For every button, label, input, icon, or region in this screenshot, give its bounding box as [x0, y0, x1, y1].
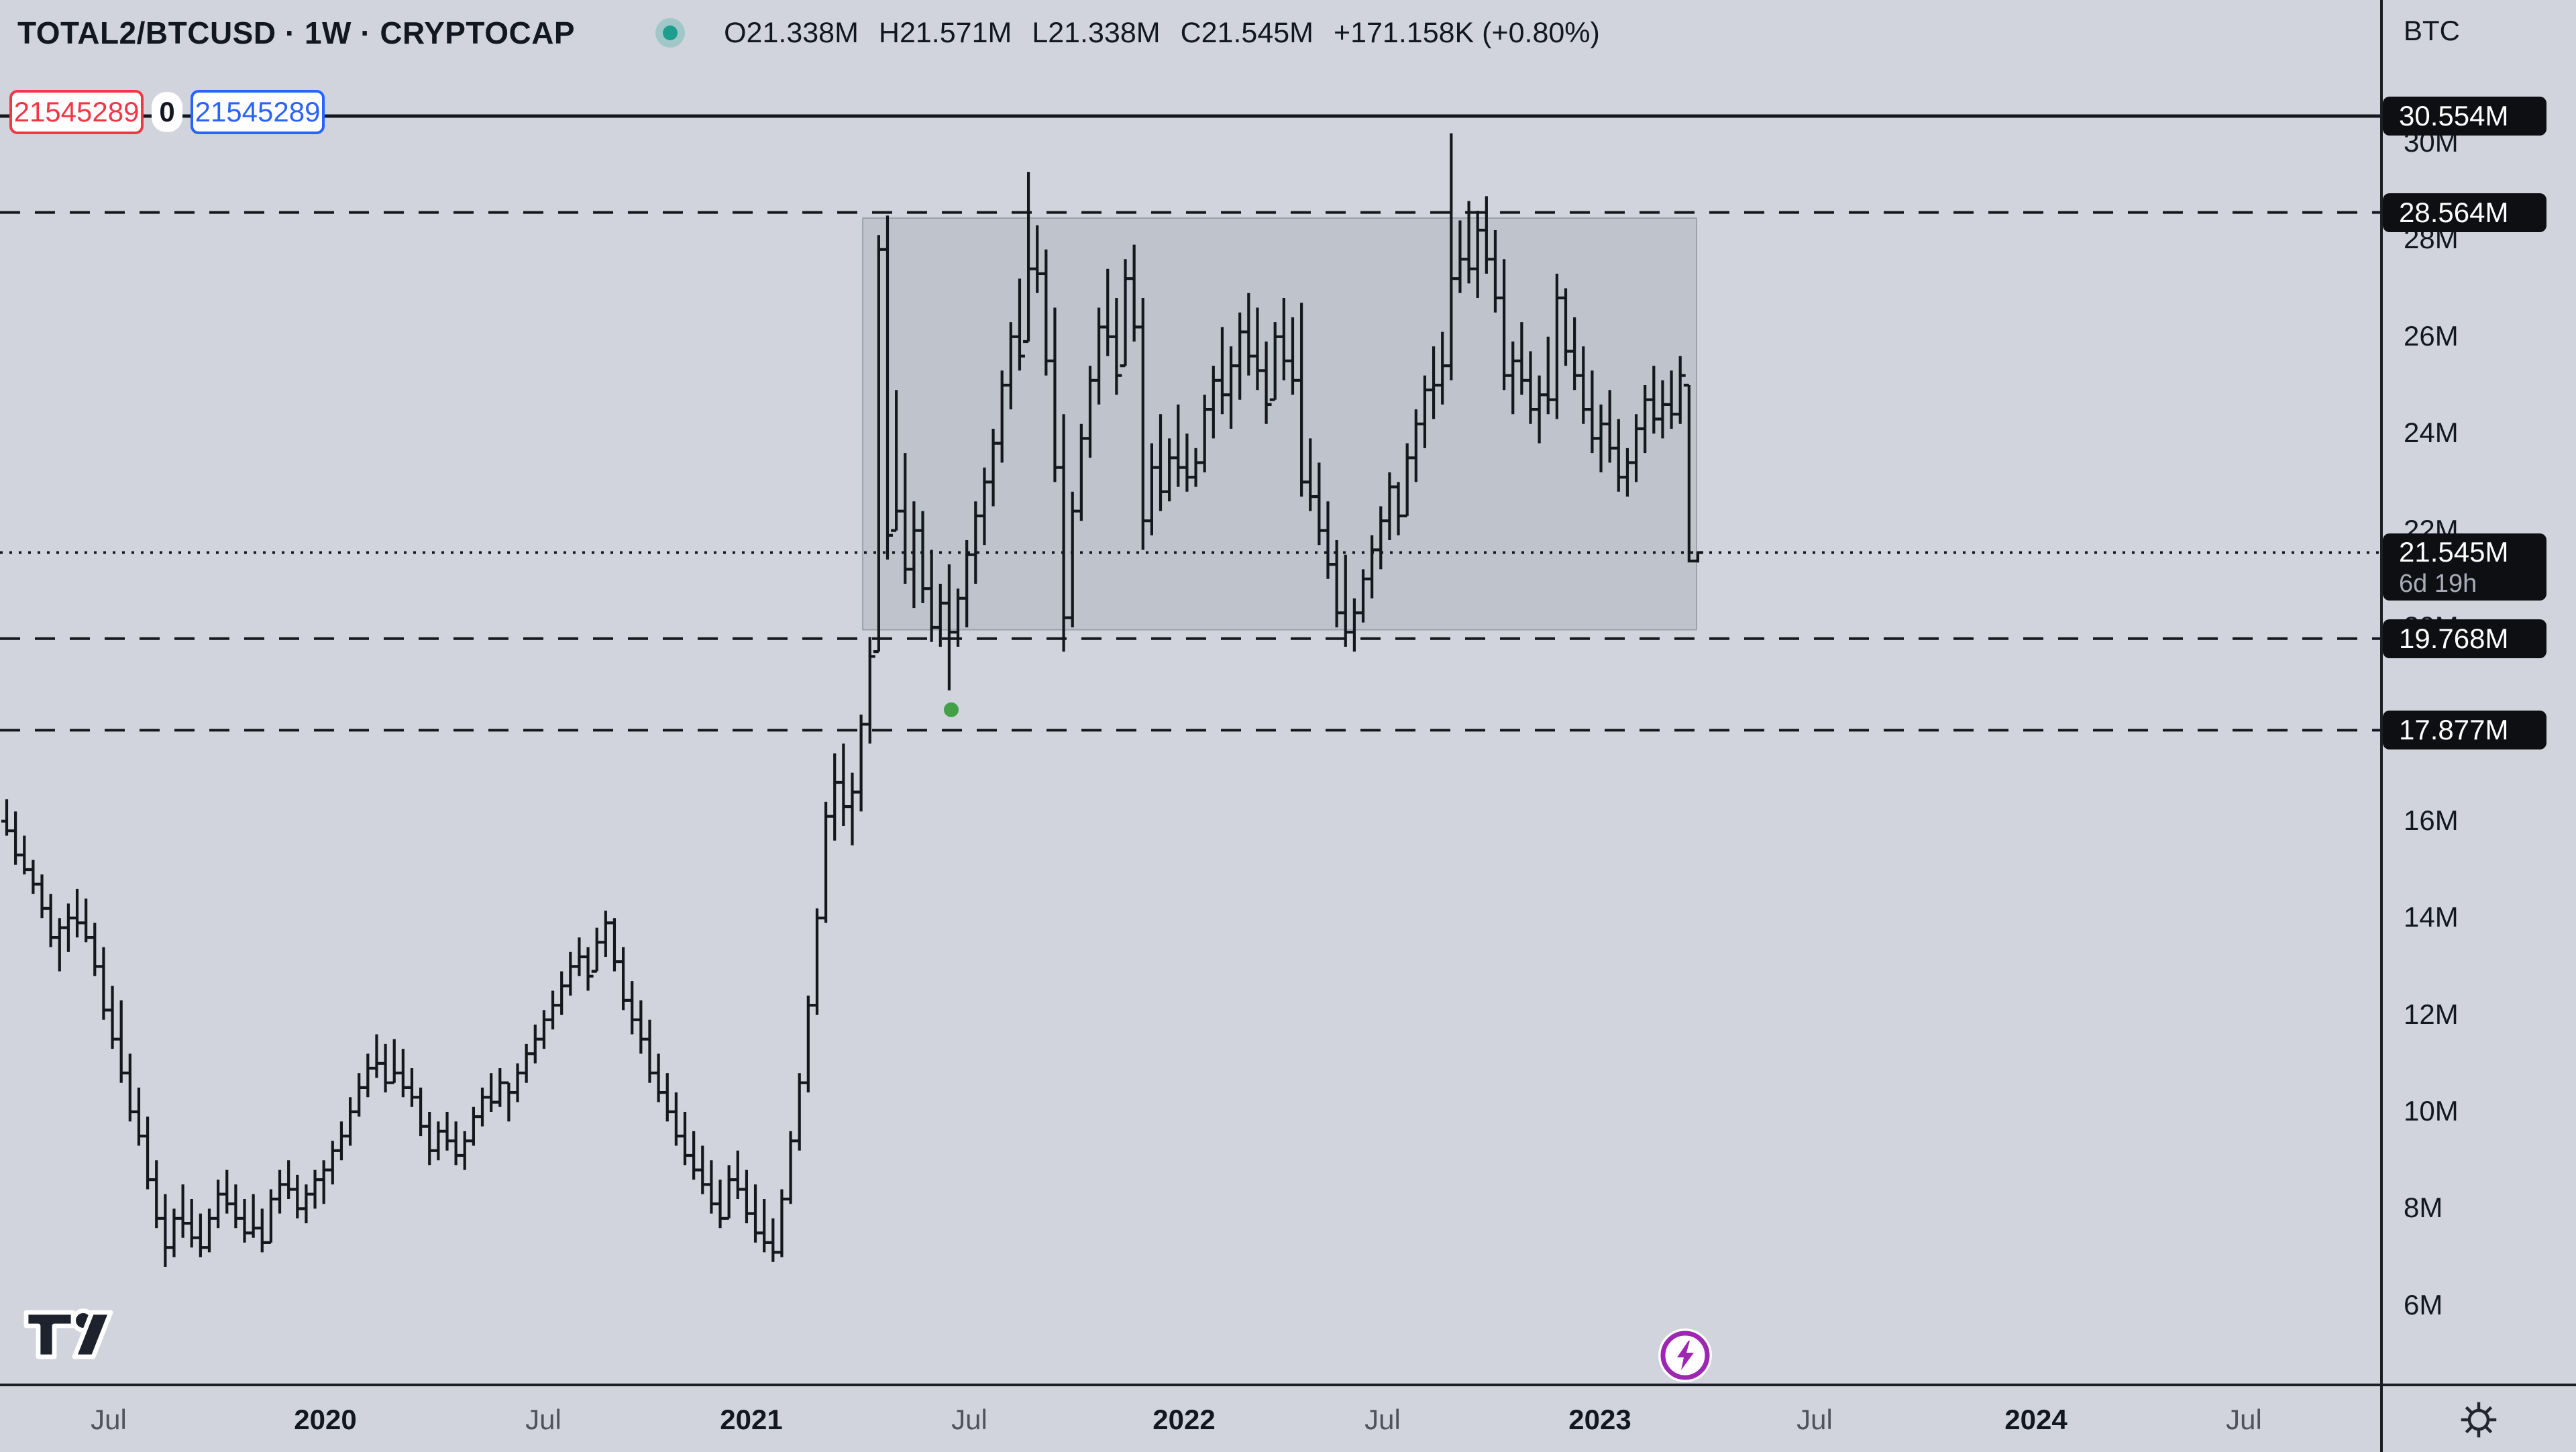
ohlc-values: O21.338M H21.571M L21.338M C21.545M +171… [724, 17, 1620, 50]
time-label-2020-485: 2020 [294, 1404, 357, 1435]
price-axis-separator [2380, 0, 2383, 1452]
time-label-2021-1120: 2021 [720, 1404, 783, 1435]
ohlc-open: O21.338M [724, 16, 859, 49]
tradingview-logo[interactable] [22, 1307, 115, 1365]
order-price-label-red[interactable]: 21545289 [9, 90, 144, 134]
time-label-Jul-2705: Jul [1796, 1404, 1833, 1435]
price-axis[interactable]: BTC 30M28M26M24M22M20M18M16M14M12M10M8M6… [2381, 0, 2576, 1452]
time-label-2024-3035: 2024 [2004, 1404, 2068, 1435]
bar-countdown: 6d 19h [2399, 569, 2477, 598]
time-label-Jul-162: Jul [91, 1404, 127, 1435]
ohlc-bars [1, 133, 1703, 1267]
price-tick-26M: 26M [2404, 319, 2459, 352]
green-dot-drawing[interactable] [944, 702, 959, 717]
price-level-badge-19.768M: 19.768M [2383, 619, 2546, 658]
price-tick-24M: 24M [2404, 417, 2459, 449]
ohlc-low: L21.338M [1032, 16, 1161, 49]
ohlc-close: C21.545M [1180, 16, 1313, 49]
order-quantity-bubble[interactable]: 0 [152, 92, 182, 132]
time-label-2022-1765: 2022 [1152, 1404, 1216, 1435]
order-labels-row: 21545289 0 21545289 [0, 89, 325, 135]
price-tick-10M: 10M [2404, 1095, 2459, 1127]
price-axis-currency: BTC [2404, 15, 2460, 46]
ohlc-change: +171.158K (+0.80%) [1333, 16, 1600, 49]
price-tick-8M: 8M [2404, 1192, 2443, 1224]
symbol-legend[interactable]: TOTAL2/BTCUSD · 1W · CRYPTOCAP O21.338M … [17, 11, 1620, 55]
price-level-badge-28.564M: 28.564M [2383, 193, 2546, 232]
price-tick-12M: 12M [2404, 998, 2459, 1030]
market-status-dot-icon [655, 18, 686, 48]
price-tick-14M: 14M [2404, 901, 2459, 933]
ohlc-high: H21.571M [878, 16, 1012, 49]
time-axis[interactable]: Jul 2020 Jul 2021 Jul 2022 Jul 2023 Jul 2024 Jul [0, 1386, 2381, 1452]
current-price-badge-21.545M: 21.545M 6d 19h [2383, 533, 2546, 601]
lightning-bolt-icon[interactable] [1657, 1327, 1713, 1387]
time-label-Jul-3345: Jul [2226, 1404, 2262, 1435]
highlight-box-drawing[interactable] [862, 217, 1697, 631]
symbol-title: TOTAL2/BTCUSD · 1W · CRYPTOCAP [17, 15, 576, 50]
price-level-badge-17.877M: 17.877M [2383, 711, 2546, 750]
time-label-2023-2385: 2023 [1568, 1404, 1631, 1435]
axis-settings-icon[interactable] [2459, 1400, 2499, 1443]
time-label-Jul-2061: Jul [1364, 1404, 1401, 1435]
time-label-Jul-810: Jul [525, 1404, 561, 1435]
time-axis-separator [0, 1384, 2576, 1386]
price-tick-16M: 16M [2404, 804, 2459, 836]
price-level-badge-30.554M: 30.554M [2383, 97, 2546, 136]
time-label-Jul-1445: Jul [951, 1404, 987, 1435]
price-tick-6M: 6M [2404, 1288, 2443, 1320]
order-price-label-blue[interactable]: 21545289 [191, 90, 325, 134]
